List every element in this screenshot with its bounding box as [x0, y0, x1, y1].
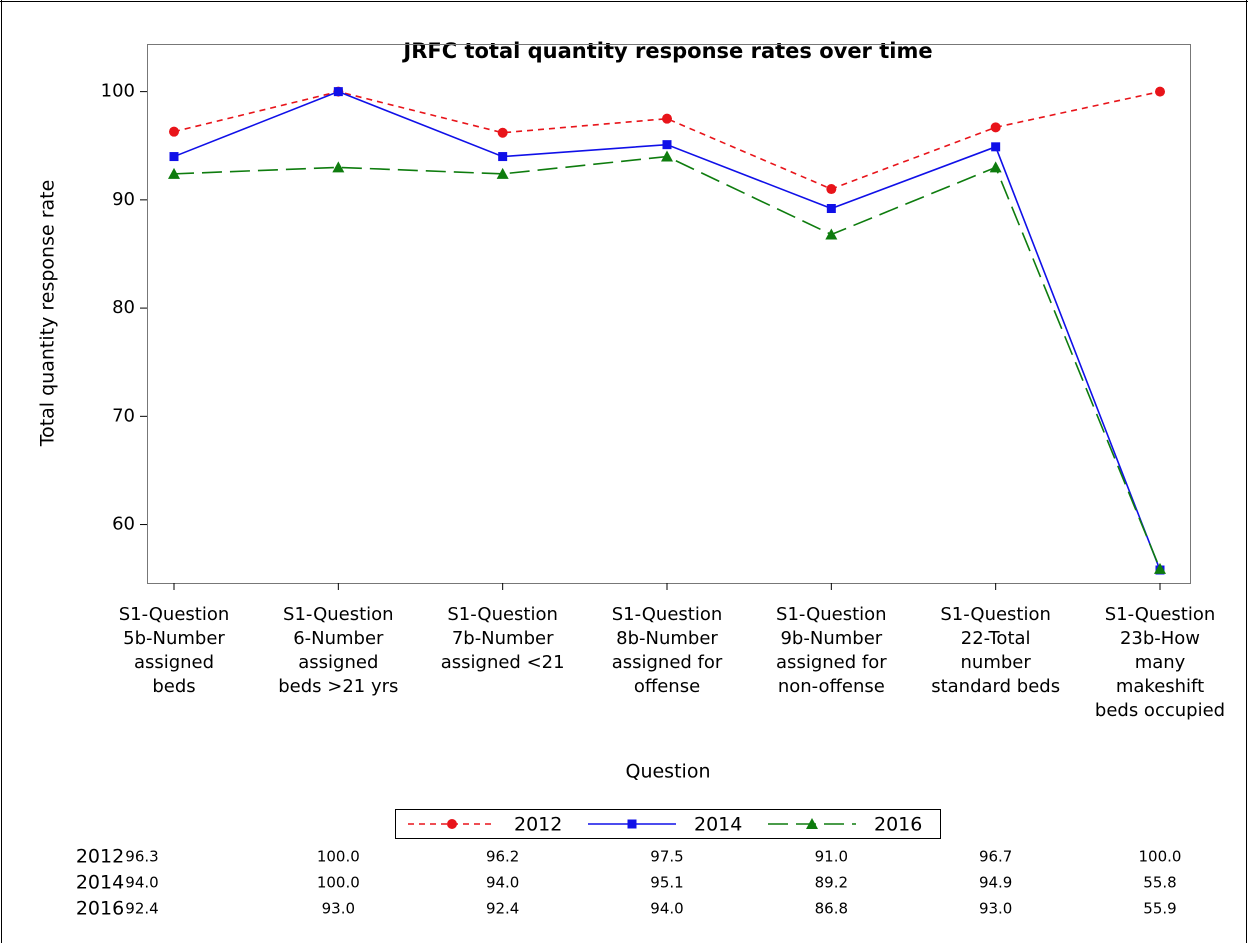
data-point [662, 113, 672, 124]
legend-box [395, 809, 941, 839]
data-point [989, 161, 1002, 173]
data-point [333, 87, 343, 97]
table-row-label: 2014 [76, 872, 124, 894]
table-value: 93.0 [322, 900, 355, 918]
data-point [496, 167, 509, 179]
y-tick-label: 90 [112, 189, 135, 210]
data-point [1155, 86, 1165, 97]
legend-marker [447, 819, 457, 829]
table-value: 91.0 [815, 848, 848, 866]
data-point [826, 184, 837, 195]
x-tick-label: S1-Question 9b-Number assigned for non-o… [776, 604, 887, 697]
data-point [168, 167, 180, 179]
data-point [498, 152, 508, 162]
x-tick-label: S1-Question 23b-How many makeshift beds … [1094, 604, 1226, 721]
table-value: 92.4 [125, 900, 158, 918]
y-axis-label: Total quantity response rate [37, 180, 59, 448]
table-value: 94.9 [979, 874, 1012, 892]
legend-label: 2012 [514, 814, 562, 836]
table-value: 100.0 [1139, 848, 1182, 866]
x-tick-label: S1-Question 8b-Number assigned for offen… [611, 604, 723, 697]
table-value: 55.9 [1143, 900, 1176, 918]
table-value: 92.4 [486, 900, 519, 918]
table-value: 94.0 [650, 900, 683, 918]
y-tick-label: 70 [112, 405, 135, 426]
data-point [991, 142, 1001, 152]
table-value: 86.8 [815, 900, 848, 918]
y-tick-label: 60 [112, 514, 135, 535]
data-point [1154, 562, 1166, 574]
table-value: 95.1 [650, 874, 683, 892]
table-value: 100.0 [317, 874, 360, 892]
series-line [173, 90, 1161, 571]
x-tick-label: S1-Question 6-Number assigned beds >21 y… [278, 604, 399, 697]
table-value: 94.0 [486, 874, 519, 892]
y-tick-label: 80 [112, 297, 135, 318]
data-point [825, 228, 838, 240]
data-point [332, 161, 345, 173]
legend-marker [806, 818, 818, 829]
legend-label: 2016 [874, 814, 922, 836]
x-tick-label: S1-Question 5b-Number assigned beds [118, 604, 230, 697]
table-value: 96.2 [486, 848, 519, 866]
table-value: 55.8 [1143, 874, 1176, 892]
data-point [826, 204, 836, 214]
data-point [497, 127, 508, 138]
legend-label: 2014 [694, 814, 742, 836]
table-value: 89.2 [815, 874, 848, 892]
table-value: 96.3 [125, 848, 158, 866]
legend-marker [627, 819, 637, 829]
data-point [662, 140, 672, 150]
x-axis-label: Question [626, 761, 711, 783]
table-value: 93.0 [979, 900, 1012, 918]
x-tick-label: S1-Question 22-Total number standard bed… [931, 604, 1061, 697]
data-point [169, 126, 179, 137]
table-value: 97.5 [650, 848, 683, 866]
table-value: 94.0 [125, 874, 158, 892]
y-tick-label: 100 [101, 81, 135, 102]
data-point [990, 122, 1001, 133]
series-line [173, 155, 1161, 570]
data-point [661, 150, 673, 162]
table-row-label: 2012 [76, 846, 124, 868]
chart-title: JRFC total quantity response rates over … [401, 39, 932, 63]
plot-frame [147, 44, 1191, 584]
data-point [169, 152, 179, 162]
table-row-label: 2016 [76, 898, 124, 920]
table-value: 100.0 [317, 848, 360, 866]
table-value: 96.7 [979, 848, 1012, 866]
x-tick-label: S1-Question 7b-Number assigned <21 [440, 604, 565, 673]
